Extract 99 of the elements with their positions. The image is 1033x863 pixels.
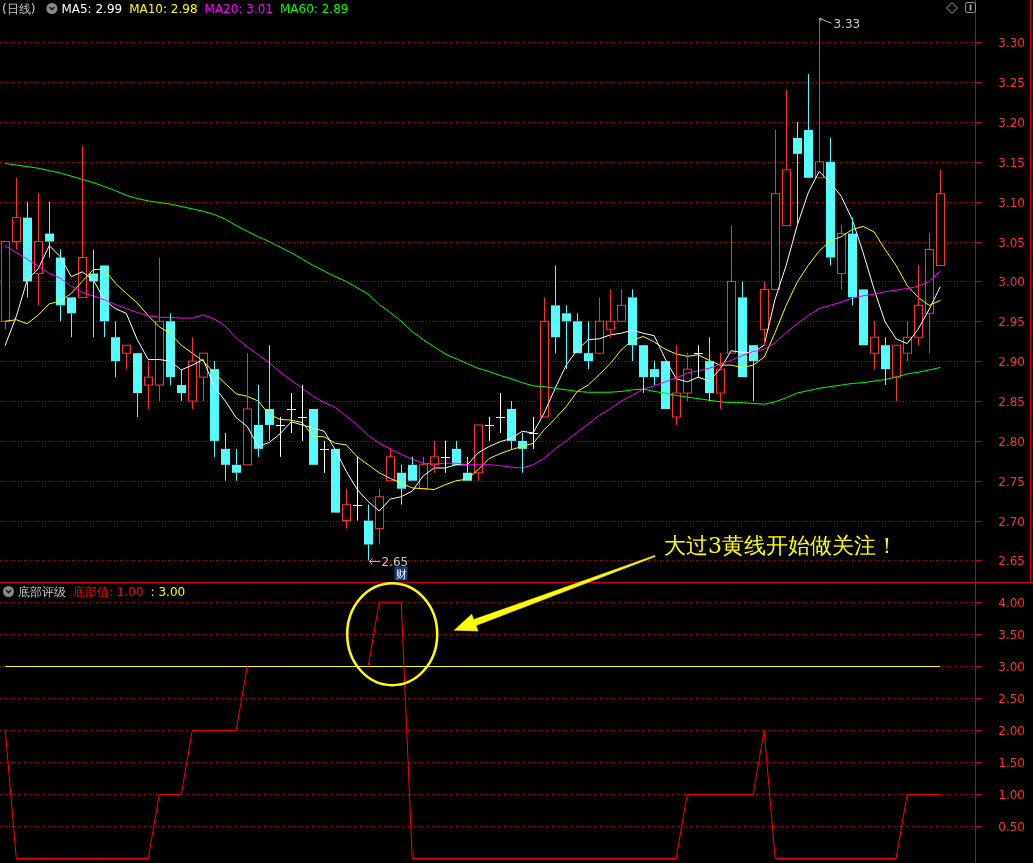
- candlestick: [804, 73, 813, 178]
- candlestick: [639, 345, 648, 394]
- y-tick-label: 3.00: [998, 660, 1025, 674]
- candlestick: [12, 177, 21, 251]
- candlestick: [133, 353, 142, 418]
- candlestick: [1, 241, 10, 330]
- candlestick: [595, 296, 604, 354]
- candlestick: [672, 344, 681, 426]
- candlestick: [23, 201, 32, 298]
- candlestick: [628, 288, 637, 362]
- note-low: 2.65: [369, 554, 409, 569]
- candlestick: [683, 352, 692, 402]
- y-tick-label: 3.10: [998, 196, 1025, 210]
- candlestick: [617, 288, 626, 322]
- chart-title: 底部评级: [18, 585, 66, 599]
- candlestick: [155, 257, 164, 402]
- chart-title: (日线): [2, 2, 36, 16]
- candlestick: [100, 265, 109, 338]
- candlestick: [386, 448, 395, 482]
- candlestick: [925, 233, 934, 354]
- y-tick-label: 4.00: [998, 596, 1025, 610]
- note-high: 3.33: [819, 17, 861, 32]
- candlestick: [551, 264, 560, 354]
- candlestick: [188, 336, 197, 410]
- y-tick-label: 3.00: [998, 275, 1025, 289]
- y-tick-label: 2.65: [998, 554, 1025, 568]
- candlestick: [342, 488, 351, 530]
- candlestick: [848, 217, 857, 306]
- candlestick: [221, 432, 230, 482]
- candlestick: [408, 456, 417, 481]
- candlestick: [573, 312, 582, 354]
- candlestick: [375, 488, 384, 546]
- y-tick-label: 2.70: [998, 515, 1025, 529]
- candlestick: [111, 320, 120, 378]
- y-tick-label: 2.85: [998, 395, 1025, 409]
- candlestick: [881, 336, 890, 386]
- candlestick: [870, 320, 879, 370]
- candlestick: [606, 288, 615, 338]
- y-tick-label: 2.50: [998, 692, 1025, 706]
- candlestick: [474, 424, 483, 482]
- y-tick-label: 3.50: [998, 628, 1025, 642]
- candlestick: [716, 352, 725, 410]
- text: MA60: 2.89: [280, 2, 349, 16]
- candlestick: [936, 169, 945, 266]
- y-tick-label: 3.20: [998, 116, 1025, 130]
- candlestick: [265, 344, 274, 442]
- candlestick: [562, 304, 571, 370]
- annotation: 大过3黄线开始做关注！: [664, 533, 898, 558]
- candlestick: [859, 289, 868, 346]
- text: 底部值: 1.00: [73, 585, 144, 599]
- candlestick: [914, 264, 923, 346]
- y-tick-label: 3.15: [998, 156, 1025, 170]
- candlestick: [177, 368, 186, 402]
- candlestick: [540, 296, 549, 418]
- candlestick: [892, 344, 901, 402]
- candlestick: [782, 89, 791, 227]
- candlestick: [760, 280, 769, 346]
- candlestick: [166, 312, 175, 386]
- candlestick: [727, 225, 736, 354]
- y-tick-label: 0.50: [998, 820, 1025, 834]
- candlestick: [232, 448, 241, 482]
- text: MA20: 3.01: [204, 2, 273, 16]
- line-series: [4, 162, 941, 405]
- candlestick: [452, 440, 461, 465]
- candlestick: [661, 361, 670, 409]
- y-tick-label: 2.80: [998, 435, 1025, 449]
- candlestick: [837, 225, 846, 290]
- line-series: [4, 225, 941, 491]
- candlestick: [67, 297, 76, 338]
- y-tick-label: 3.25: [998, 76, 1025, 90]
- candlestick: [210, 360, 219, 458]
- candlestick: [584, 320, 593, 370]
- y-tick-label: 1.50: [998, 756, 1025, 770]
- text: MA5: 2.99: [61, 2, 123, 16]
- candlestick: [771, 129, 780, 290]
- candlestick: [122, 344, 131, 370]
- candlestick: [507, 400, 516, 450]
- candlestick: [397, 464, 406, 506]
- candlestick: [738, 280, 747, 378]
- candlestick: [793, 121, 802, 227]
- candlestick: [309, 409, 318, 465]
- ref-line-label: : 3.00: [150, 585, 186, 599]
- y-tick-label: 2.75: [998, 475, 1025, 489]
- candlestick: [331, 448, 340, 513]
- candlestick: [45, 201, 54, 259]
- annotation: 3.33: [833, 17, 861, 32]
- y-tick-label: 3.05: [998, 236, 1025, 250]
- annotation: 2.65: [381, 554, 409, 569]
- candlestick: [243, 352, 252, 466]
- y-tick-label: 2.95: [998, 315, 1025, 329]
- candlestick: [254, 384, 263, 458]
- line-series: [4, 245, 941, 469]
- y-tick-label: 2.00: [998, 724, 1025, 738]
- candlestick: [650, 360, 659, 386]
- y-tick-label: 1.00: [998, 788, 1025, 802]
- text: MA10: 2.98: [129, 2, 198, 16]
- y-tick-label: 3.30: [998, 36, 1025, 50]
- y-tick-label: 2.90: [998, 355, 1025, 369]
- candlestick: [144, 360, 153, 410]
